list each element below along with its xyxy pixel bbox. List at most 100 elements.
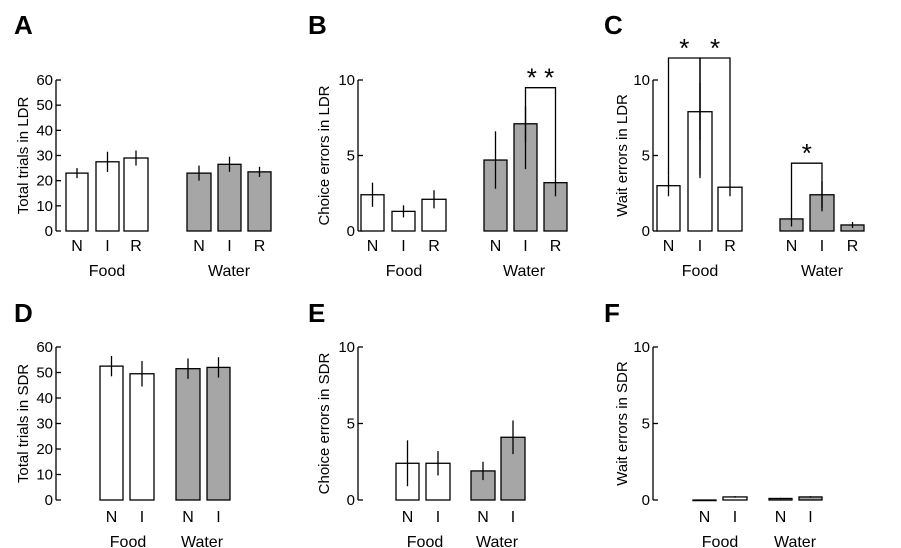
y-tick-label: 60 bbox=[36, 72, 53, 89]
y-tick-label: 10 bbox=[338, 72, 355, 89]
category-label: R bbox=[428, 238, 440, 255]
y-tick-label: 50 bbox=[36, 365, 53, 382]
y-axis-label: Total trials in SDR bbox=[15, 364, 32, 483]
y-tick-label: 10 bbox=[338, 339, 355, 356]
category-label: I bbox=[227, 238, 231, 255]
category-label: R bbox=[847, 238, 859, 255]
group-label: Water bbox=[208, 263, 251, 280]
category-label: N bbox=[193, 238, 205, 255]
category-label: I bbox=[733, 509, 737, 526]
bar-food-N bbox=[65, 172, 89, 232]
significance-bracket bbox=[790, 162, 823, 212]
y-tick-label: 0 bbox=[642, 492, 650, 509]
bar-food-N bbox=[692, 499, 717, 502]
y-tick-label: 0 bbox=[45, 223, 53, 240]
y-tick-label: 40 bbox=[36, 390, 53, 407]
y-axis-label: Wait errors in LDR bbox=[614, 94, 631, 217]
category-label: N bbox=[106, 509, 118, 526]
panel-e: E 0 5 10 Choice errors in SDR N I N I Food Water bbox=[308, 298, 526, 548]
category-label: I bbox=[401, 238, 405, 255]
panel-letter: E bbox=[308, 298, 325, 328]
category-label: N bbox=[786, 238, 798, 255]
group-label: Food bbox=[89, 263, 125, 280]
category-label: I bbox=[140, 509, 144, 526]
category-label: I bbox=[511, 509, 515, 526]
y-tick-label: 30 bbox=[36, 416, 53, 433]
category-label: R bbox=[724, 238, 736, 255]
panel-b: B 0 5 10 Choice errors in LDR N I R N I R Food Water… bbox=[308, 10, 568, 280]
group-label: Food bbox=[682, 263, 718, 280]
group-label: Water bbox=[181, 534, 224, 548]
category-label: I bbox=[436, 509, 440, 526]
y-axis-label: Choice errors in LDR bbox=[316, 85, 333, 225]
y-tick-label: 0 bbox=[347, 492, 355, 509]
category-label: I bbox=[698, 238, 702, 255]
category-label: N bbox=[71, 238, 83, 255]
y-tick-label: 5 bbox=[642, 148, 650, 165]
category-label: N bbox=[490, 238, 502, 255]
significance-stars: * * bbox=[527, 63, 554, 93]
category-label: I bbox=[808, 509, 812, 526]
group-label: Food bbox=[110, 534, 146, 548]
bar-water-N bbox=[175, 368, 201, 501]
category-label: N bbox=[699, 509, 711, 526]
y-tick-label: 30 bbox=[36, 148, 53, 165]
significance-bracket bbox=[699, 57, 731, 179]
bar-food-I bbox=[129, 373, 155, 501]
bar-water-I bbox=[206, 366, 231, 501]
bar-food-I bbox=[95, 161, 120, 232]
category-label: R bbox=[254, 238, 266, 255]
y-axis-label: Total trials in LDR bbox=[15, 97, 32, 215]
y-axis-label: Choice errors in SDR bbox=[316, 352, 333, 494]
significance-stars: * bbox=[679, 33, 689, 63]
panel-letter: A bbox=[14, 10, 33, 40]
y-tick-label: 0 bbox=[45, 492, 53, 509]
group-label: Food bbox=[386, 263, 422, 280]
category-label: R bbox=[130, 238, 142, 255]
category-label: I bbox=[820, 238, 824, 255]
category-label: N bbox=[477, 509, 489, 526]
y-tick-label: 5 bbox=[347, 148, 355, 165]
significance-stars: * bbox=[802, 138, 812, 168]
group-label: Water bbox=[503, 263, 546, 280]
category-label: R bbox=[550, 238, 562, 255]
bar-water-N bbox=[186, 172, 212, 232]
y-tick-label: 5 bbox=[642, 416, 650, 433]
bar-water-R bbox=[247, 171, 272, 232]
y-tick-label: 5 bbox=[347, 416, 355, 433]
category-label: I bbox=[216, 509, 220, 526]
category-label: N bbox=[367, 238, 379, 255]
y-axis-label: Wait errors in SDR bbox=[614, 361, 631, 486]
bar-food-R bbox=[123, 157, 149, 232]
panel-letter: D bbox=[14, 298, 33, 328]
y-tick-label: 10 bbox=[633, 72, 650, 89]
y-tick-label: 0 bbox=[642, 223, 650, 240]
significance-stars: * bbox=[710, 33, 720, 63]
group-label: Food bbox=[407, 534, 443, 548]
y-tick-label: 20 bbox=[36, 441, 53, 458]
y-tick-label: 40 bbox=[36, 122, 53, 139]
y-tick-label: 20 bbox=[36, 173, 53, 190]
bar-water-I bbox=[217, 163, 242, 232]
group-label: Water bbox=[801, 263, 844, 280]
category-label: I bbox=[105, 238, 109, 255]
significance-bracket bbox=[524, 87, 557, 170]
category-label: N bbox=[775, 509, 787, 526]
group-label: Water bbox=[476, 534, 519, 548]
group-label: Water bbox=[774, 534, 817, 548]
y-tick-label: 0 bbox=[347, 223, 355, 240]
panel-letter: C bbox=[604, 10, 623, 40]
group-label: Food bbox=[702, 534, 738, 548]
category-label: N bbox=[402, 509, 414, 526]
panel-letter: B bbox=[308, 10, 327, 40]
y-tick-label: 50 bbox=[36, 97, 53, 114]
y-tick-label: 10 bbox=[36, 467, 53, 484]
category-label: N bbox=[182, 509, 194, 526]
y-tick-label: 10 bbox=[633, 339, 650, 356]
category-label: I bbox=[523, 238, 527, 255]
